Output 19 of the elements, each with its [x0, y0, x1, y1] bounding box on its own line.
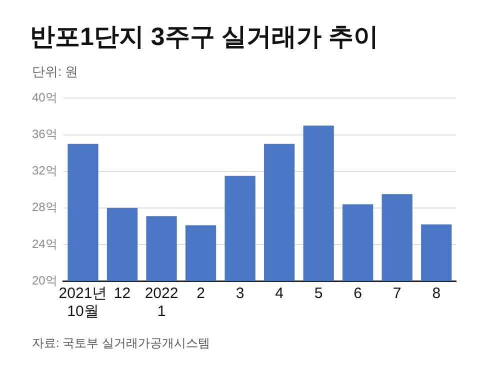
y-tick-label: 28억	[32, 200, 58, 214]
y-tick-label: 36억	[32, 127, 58, 142]
x-tick-label: 5	[314, 285, 323, 302]
x-tick-label: 12	[114, 285, 131, 302]
y-tick-label: 24억	[32, 236, 58, 251]
x-tick-label: 2022 1	[144, 285, 178, 320]
y-tick-label: 20억	[32, 273, 58, 288]
x-tick-label: 7	[392, 285, 402, 302]
y-tick-label: 32억	[32, 164, 58, 178]
x-tick-label: 2021년 10월	[58, 285, 108, 320]
text: 자료: 국토부 실거래가공개시스템	[32, 335, 212, 352]
x-tick-label: 3	[236, 285, 244, 302]
x-tick-label: 4	[275, 285, 284, 302]
y-tick-label: 40억	[32, 90, 58, 105]
x-tick-label: 6	[354, 285, 362, 302]
chart-title: 반포1단지 3주구 실거래가 추이	[30, 22, 380, 53]
x-tick-label: 2	[196, 285, 205, 302]
x-tick-label: 8	[432, 285, 441, 302]
chart-subtitle: 단위: 원	[32, 63, 80, 81]
